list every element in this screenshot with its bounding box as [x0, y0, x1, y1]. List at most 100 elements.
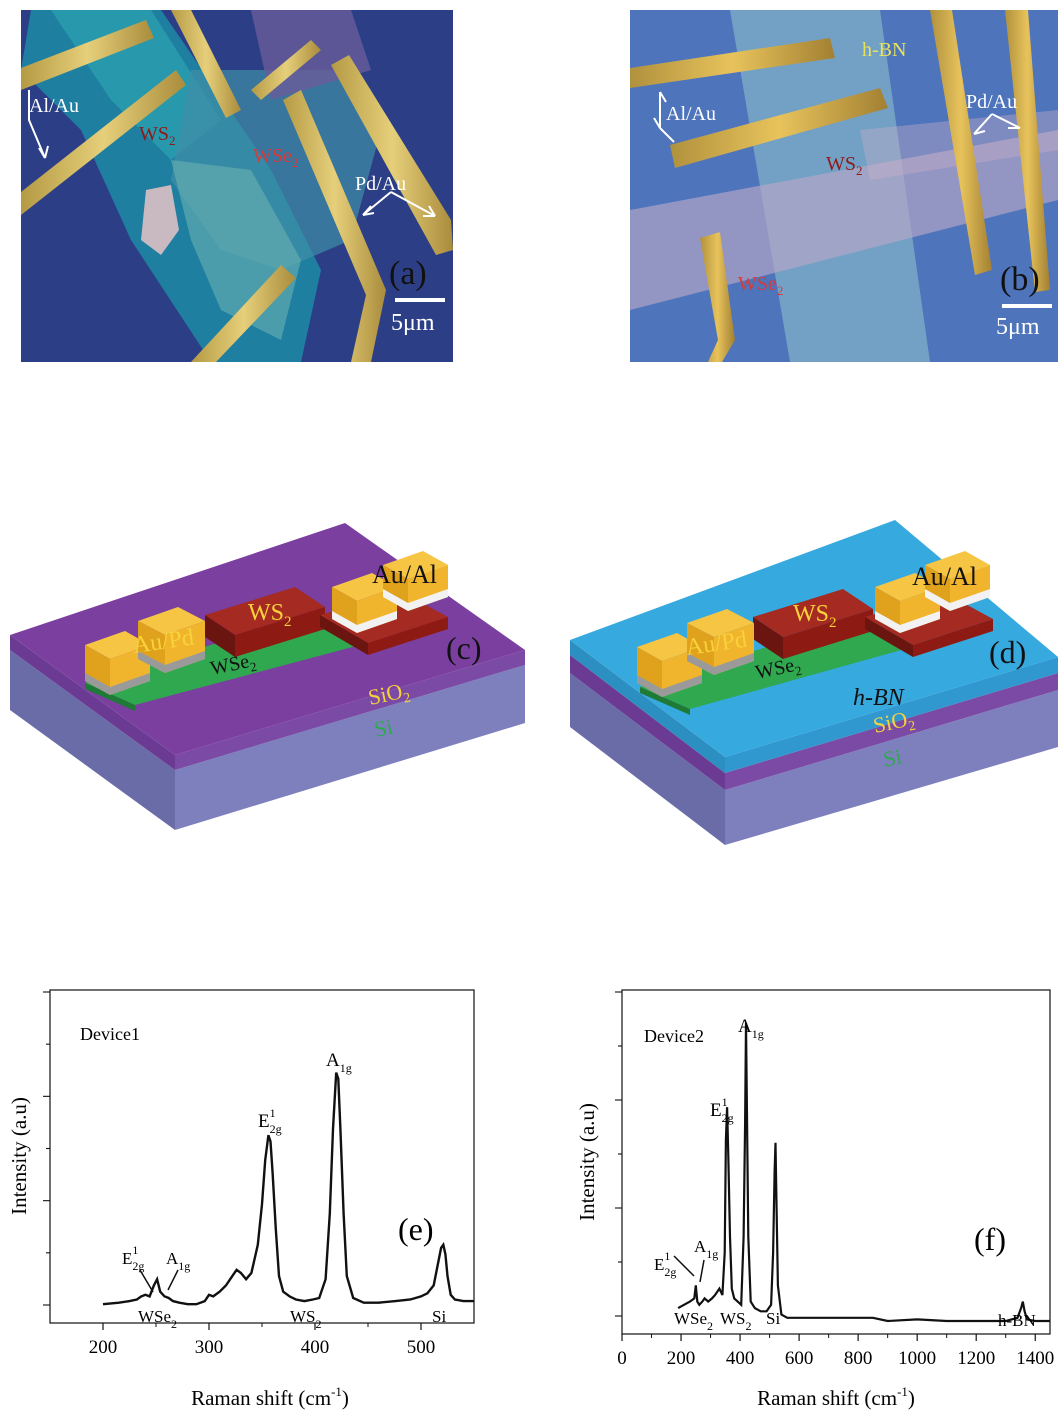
- electrode-alau-2: [670, 88, 888, 168]
- label-pdau: Pd/Au: [966, 91, 1017, 113]
- peak-label: h-BN: [998, 1311, 1036, 1330]
- x-tick-label: 1200: [957, 1348, 995, 1369]
- arrow-e2g: [673, 1255, 695, 1277]
- peak-label: WS2: [720, 1309, 752, 1333]
- peak-label: A1g: [738, 1016, 764, 1041]
- y-axis-label: Intensity (a.u): [575, 1103, 599, 1221]
- wse2-band: [630, 130, 1058, 310]
- electrode-top: [171, 10, 241, 118]
- electrode-tip: [251, 40, 321, 100]
- panel-b-micrograph: h-BN Al/Au Pd/Au WS2 WSe2 (b) 5μm: [630, 10, 1058, 362]
- arrow-alau: [28, 90, 46, 159]
- arrow-alau: [653, 91, 675, 143]
- x-axis-label: Raman shift (cm-1): [757, 1384, 915, 1410]
- si-front-left: [570, 673, 725, 845]
- plot-frame: [621, 989, 1051, 1335]
- label-hbn: h-BN: [853, 685, 906, 711]
- label-ws2: WS2: [826, 153, 863, 178]
- label-pdau: Pd/Au: [355, 173, 406, 195]
- electrode-bottom: [191, 265, 296, 362]
- si-front-left: [10, 650, 175, 830]
- scale-label: 5μm: [996, 314, 1040, 340]
- peak-label: A1g: [326, 1050, 352, 1075]
- label-si: Si: [881, 744, 904, 772]
- label-aual: Au/Al: [372, 560, 437, 589]
- y-axis-label: Intensity (a.u): [7, 1097, 31, 1215]
- x-tick-label: 200: [667, 1348, 696, 1369]
- x-tick-label: 300: [195, 1337, 224, 1358]
- ws2-top: [753, 589, 873, 637]
- peak-label: (e): [398, 1211, 434, 1247]
- electrode-pdau-1: [283, 90, 386, 362]
- electrode-alau-2: [21, 70, 186, 215]
- panel-letter-d: (d): [989, 634, 1026, 670]
- arrow-a1g: [167, 1269, 179, 1291]
- si-front-right: [725, 690, 1058, 845]
- panel-letter-b: (b): [1000, 261, 1040, 298]
- arrow-pdau: [973, 113, 1021, 135]
- x-tick-label: 200: [89, 1337, 118, 1358]
- peak-label: E1 2g: [654, 1249, 676, 1279]
- scale-label: 5μm: [391, 310, 435, 336]
- spectrum-line-device1: [102, 1072, 474, 1306]
- sio2-edge-left: [10, 635, 175, 770]
- x-tick-label: 800: [844, 1348, 873, 1369]
- label-ws2: WS2: [793, 601, 837, 631]
- electrode-pdau-2: [1005, 10, 1050, 292]
- electrode-alau-1: [21, 20, 154, 90]
- peak-label: WSe2: [674, 1309, 713, 1333]
- peak-label: Si: [432, 1307, 446, 1326]
- peak-label: Si: [766, 1309, 780, 1328]
- label-wse2: WSe2: [253, 145, 298, 170]
- x-ticks: 200 300 400 500: [89, 1323, 436, 1358]
- peak-label: E1 2g: [710, 1095, 734, 1125]
- label-si: Si: [372, 714, 395, 742]
- sio2-edge-left: [570, 655, 725, 790]
- peak-label: E1 2g: [258, 1106, 282, 1136]
- panel-c-schematic: WS2 Au/Pd Au/Al WSe2 (c) SiO2 Si: [10, 523, 525, 830]
- x-tick-label: 400: [301, 1337, 330, 1358]
- peak-label: (f): [974, 1221, 1006, 1257]
- device-label: Device1: [80, 1024, 140, 1044]
- label-wse2: WSe2: [738, 273, 783, 298]
- panel-letter-c: (c): [446, 630, 482, 666]
- panel-letter-a: (a): [389, 255, 427, 292]
- x-tick-label: 600: [785, 1348, 814, 1369]
- contacts-aual: [332, 551, 448, 633]
- label-ws2: WS2: [139, 123, 176, 148]
- contacts-aual: [875, 551, 990, 633]
- peak-label: WS2: [290, 1307, 322, 1331]
- si-front-right: [175, 665, 525, 830]
- label-aual: Au/Al: [912, 562, 977, 591]
- electrode-bottom: [700, 232, 735, 362]
- x-tick-label: 500: [407, 1337, 436, 1358]
- panel-a-micrograph: Al/Au WS2 WSe2 Pd/Au (a) 5μm: [21, 10, 453, 362]
- peak-label: E1 2g: [122, 1243, 144, 1273]
- x-tick-label: 1000: [898, 1348, 936, 1369]
- y-ticks: [615, 991, 622, 1317]
- hbn-edge-left: [570, 640, 725, 773]
- x-axis-label: Raman shift (cm-1): [191, 1384, 349, 1410]
- x-ticks: 0 200 400 600 800 1000 1200 1400: [617, 1334, 1054, 1369]
- arrow-e2g: [139, 1269, 154, 1293]
- peak-label: WSe2: [138, 1307, 177, 1331]
- label-ws2: WS2: [248, 600, 292, 630]
- electrode-alau-1: [630, 38, 835, 88]
- ws2-top: [205, 587, 325, 635]
- peak-annotations: A1g E1 2g E1 2g A1g WSe2 WS2 Si h-BN (f): [654, 1016, 1036, 1333]
- arrow-a1g: [699, 1259, 705, 1283]
- sio2-edge-right: [175, 650, 525, 770]
- y-ticks: [43, 991, 50, 1306]
- peak-label: A1g: [166, 1249, 190, 1273]
- spectrum-line-device2: [677, 1022, 1050, 1323]
- electrode-pdau-2: [331, 55, 453, 255]
- debris: [141, 185, 179, 255]
- x-tick-label: 400: [726, 1348, 755, 1369]
- label-hbn: h-BN: [862, 39, 906, 61]
- contacts-aupd: [637, 609, 754, 697]
- hbn-edge-right: [725, 657, 1058, 773]
- label-alau: Al/Au: [29, 95, 79, 117]
- electrode-pdau-1: [930, 10, 992, 275]
